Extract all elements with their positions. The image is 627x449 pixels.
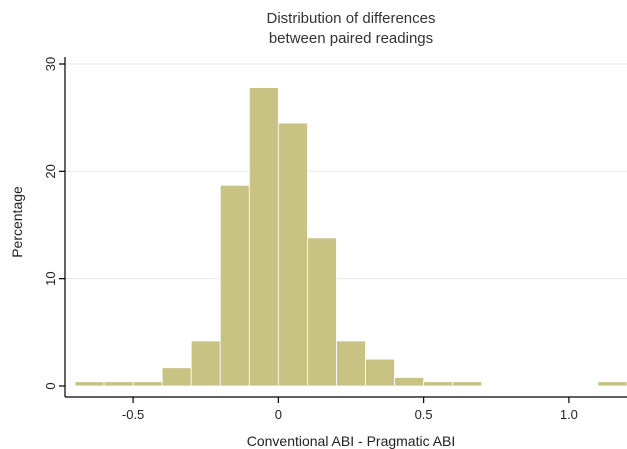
y-tick-label-3: 30 (43, 57, 58, 71)
x-tick-label-3: 1.0 (560, 407, 578, 422)
histogram-bar-13 (452, 381, 483, 387)
histogram-bar-12 (423, 381, 454, 387)
x-axis-ticks: -0.5 0 0.5 1.0 (122, 397, 578, 422)
y-axis-label: Percentage (9, 186, 25, 258)
x-tick-label-2: 0.5 (415, 407, 433, 422)
histogram-bar-8 (307, 237, 337, 387)
histogram-bar-5 (219, 184, 250, 387)
grid-lines (65, 63, 627, 280)
chart-title-line-2: between paired readings (269, 30, 433, 47)
x-tick-label-1: 0 (275, 407, 282, 422)
histogram-bar-10 (365, 358, 395, 387)
y-tick-label-1: 10 (43, 271, 58, 285)
y-tick-label-2: 20 (43, 164, 58, 178)
histogram-bar-3 (161, 367, 192, 387)
y-axis-ticks: 0 10 20 30 (43, 57, 65, 390)
x-axis-label: Conventional ABI - Pragmatic ABI (247, 433, 456, 449)
x-tick-label-0: -0.5 (122, 407, 144, 422)
histogram-bar-7 (277, 122, 308, 387)
histogram-bar-2 (132, 381, 163, 387)
chart-title-line-1: Distribution of differences (267, 10, 436, 27)
histogram-bar-9 (336, 340, 366, 387)
histogram-bar-14 (597, 381, 627, 387)
histogram-bar-11 (394, 377, 425, 387)
histogram-bar-4 (190, 340, 221, 387)
y-tick-label-0: 0 (43, 382, 58, 389)
histogram-bars (74, 87, 627, 387)
histogram-bar-6 (248, 87, 279, 387)
histogram-bar-0 (74, 381, 105, 387)
histogram-bar-1 (103, 381, 134, 387)
